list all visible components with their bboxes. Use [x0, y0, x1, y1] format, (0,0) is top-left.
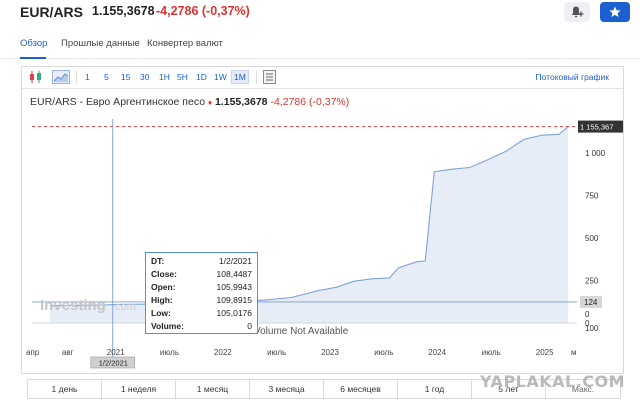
- price-line: [49, 126, 569, 307]
- tooltip-row: Low: 105,0176: [151, 308, 252, 321]
- chart-settings-icon[interactable]: [263, 70, 276, 84]
- timeframe-30[interactable]: 30: [140, 72, 150, 82]
- x-tick-label: 2023: [321, 348, 339, 357]
- last-price-tag: [578, 120, 623, 133]
- tooltip-value: 105,9943: [216, 282, 252, 292]
- timeframe-15[interactable]: 15: [121, 72, 131, 82]
- tooltip-key: High:: [151, 295, 173, 305]
- tooltip-value: 0: [247, 321, 252, 331]
- tooltip-row: DT: 1/2/2021: [151, 256, 252, 269]
- x-tick-label: июль: [267, 348, 286, 357]
- crosshair-date-tag: [90, 356, 136, 369]
- change-percent: (-0,37%): [201, 4, 250, 18]
- price-change: -4,2786 (-0,37%): [156, 4, 250, 18]
- x-tick-label: 2022: [214, 348, 232, 357]
- tooltip-key: Close:: [151, 269, 177, 279]
- chart-title: EUR/ARS - Евро Аргентинское песо ♦ 1.155…: [30, 96, 349, 108]
- timeframe-1[interactable]: 1: [85, 72, 90, 82]
- x-tick-label: апр: [26, 348, 40, 357]
- ohlc-tooltip: DT: 1/2/2021 Close: 108,4487 Open: 105,9943…: [145, 252, 258, 334]
- tabs-divider: [0, 58, 640, 59]
- timeframe-5[interactable]: 5: [104, 72, 109, 82]
- range-1-day[interactable]: 1 день: [28, 380, 102, 398]
- page-header: EUR/ARS 1.155,3678 -4,2786 (-0,37%): [0, 0, 640, 26]
- x-tick-label: 2021: [107, 348, 125, 357]
- volume-tick-label: 100: [585, 324, 599, 333]
- tab-overview[interactable]: Обзор: [20, 38, 48, 49]
- tooltip-row: Open: 105,9943: [151, 282, 252, 295]
- watermark: YAPLAKAL.COM: [480, 372, 626, 391]
- add-alert-button[interactable]: [564, 2, 590, 22]
- toolbar-divider: [76, 71, 77, 84]
- streaming-chart-link[interactable]: Потоковый график: [535, 72, 609, 82]
- range-6-months[interactable]: 6 месяцев: [324, 380, 398, 398]
- timeframe-5h[interactable]: 5H: [177, 72, 188, 82]
- last-price-label: 1 155,367: [580, 123, 613, 132]
- timeframe-1m[interactable]: 1M: [231, 70, 249, 84]
- y-tick-label: 1 000: [585, 149, 606, 158]
- range-1-month[interactable]: 1 месяц: [176, 380, 250, 398]
- timeframe-1d[interactable]: 1D: [196, 72, 207, 82]
- tooltip-row: Volume: 0: [151, 321, 252, 334]
- area-chart-icon[interactable]: [52, 70, 70, 84]
- y-tick-label: 500: [585, 234, 599, 243]
- range-3-months[interactable]: 3 месяца: [250, 380, 324, 398]
- y-tick-label: 250: [585, 277, 599, 286]
- x-tick-label: авг: [62, 348, 74, 357]
- crosshair-date-label: 1/2/2021: [99, 359, 128, 368]
- star-icon: [609, 6, 621, 17]
- x-tick-label: м: [571, 348, 577, 357]
- tab-historical-data[interactable]: Прошлые данные: [61, 38, 140, 49]
- tab-currency-converter[interactable]: Конвертер валют: [147, 38, 223, 49]
- x-tick-label: 2024: [428, 348, 446, 357]
- candlestick-icon[interactable]: [28, 70, 44, 84]
- tooltip-value: 109,8915: [216, 295, 252, 305]
- x-tick-label: июль: [374, 348, 393, 357]
- x-tick-label: июль: [482, 348, 501, 357]
- add-to-watchlist-button[interactable]: [600, 2, 630, 22]
- chart-widget: 1 5 15 30 1H 5H 1D 1W 1M Потоковый графи…: [21, 66, 624, 374]
- tooltip-row: High: 109,8915: [151, 295, 252, 308]
- tooltip-key: Open:: [151, 282, 176, 292]
- chart-instrument-name: EUR/ARS - Евро Аргентинское песо: [30, 96, 206, 108]
- toolbar-divider: [256, 71, 257, 84]
- x-tick-label: 2025: [536, 348, 554, 357]
- current-price: 1.155,3678: [92, 4, 155, 18]
- change-value: -4,2786: [156, 4, 199, 18]
- bell-plus-icon: [571, 6, 584, 18]
- chart-price: 1.155,3678: [214, 96, 268, 108]
- active-tab-indicator: [20, 57, 46, 59]
- range-1-year[interactable]: 1 год: [398, 380, 472, 398]
- brand-logo: Investing: [40, 297, 106, 314]
- tooltip-value: 105,0176: [216, 308, 252, 318]
- pair-symbol: EUR/ARS: [20, 4, 84, 20]
- down-arrow-icon: ♦: [207, 98, 213, 107]
- range-5-years[interactable]: 5 лет: [472, 380, 546, 398]
- timeframe-1h[interactable]: 1H: [159, 72, 170, 82]
- tooltip-key: DT:: [151, 256, 165, 266]
- crosshair-price-tag: [580, 295, 602, 308]
- range-1-week[interactable]: 1 неделя: [102, 380, 176, 398]
- volume-note: Volume Not Available: [254, 326, 349, 337]
- crosshair-price-label: 124: [584, 298, 598, 307]
- chart-change-percent: (-0,37%): [309, 96, 350, 108]
- price-area: [49, 126, 569, 323]
- range-selector: 1 день 1 неделя 1 месяц 3 месяца 6 месяц…: [27, 379, 621, 399]
- tooltip-row: Close: 108,4487: [151, 269, 252, 282]
- chart-change: -4,2786: [270, 96, 307, 108]
- brand-logo-suffix: .com: [112, 301, 136, 313]
- chart-toolbar: 1 5 15 30 1H 5H 1D 1W 1M Потоковый графи…: [22, 67, 623, 89]
- y-tick-label: 750: [585, 192, 599, 201]
- tooltip-value: 108,4487: [216, 269, 252, 279]
- tooltip-key: Low:: [151, 308, 171, 318]
- volume-tick-label: 0: [585, 310, 590, 319]
- tooltip-value: 1/2/2021: [218, 256, 252, 266]
- x-tick-label: июль: [160, 348, 179, 357]
- timeframe-1w[interactable]: 1W: [214, 72, 227, 82]
- y-tick-label: 0: [585, 319, 590, 328]
- tooltip-key: Volume:: [151, 321, 184, 331]
- range-max[interactable]: Макс.: [571, 384, 595, 394]
